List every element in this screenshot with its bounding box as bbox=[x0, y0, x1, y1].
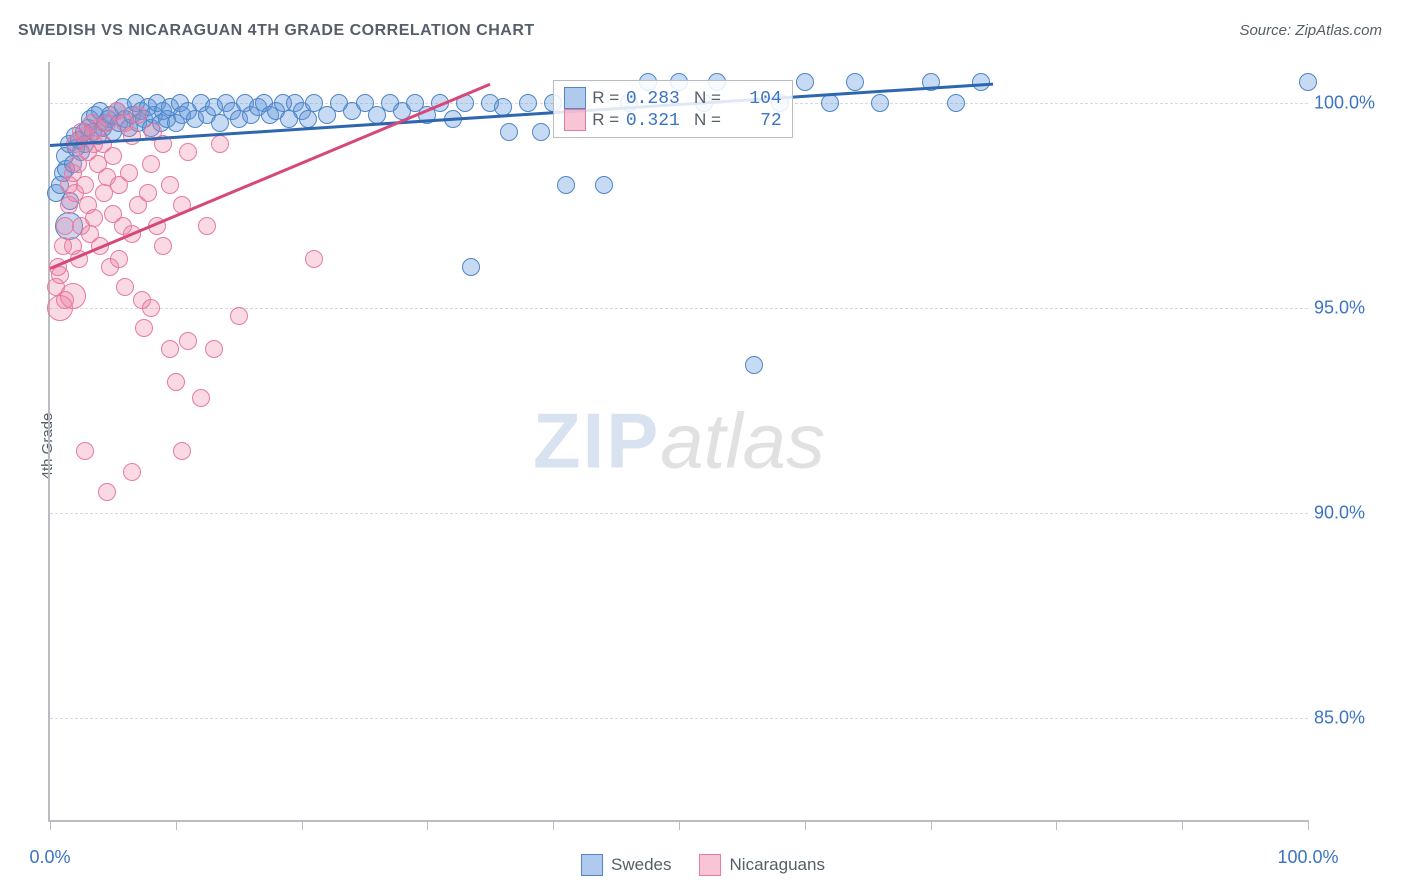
gridline-h bbox=[50, 718, 1308, 719]
source-label: Source: ZipAtlas.com bbox=[1239, 22, 1382, 39]
scatter-point bbox=[161, 340, 179, 358]
scatter-point bbox=[846, 73, 864, 91]
chart-container: SWEDISH VS NICARAGUAN 4TH GRADE CORRELAT… bbox=[0, 0, 1406, 892]
scatter-point bbox=[947, 94, 965, 112]
x-tick bbox=[427, 820, 428, 830]
scatter-point bbox=[129, 106, 147, 124]
scatter-point bbox=[98, 483, 116, 501]
scatter-point bbox=[167, 373, 185, 391]
x-tick bbox=[302, 820, 303, 830]
scatter-point bbox=[192, 389, 210, 407]
scatter-point bbox=[198, 217, 216, 235]
gridline-h bbox=[50, 513, 1308, 514]
scatter-point bbox=[532, 123, 550, 141]
watermark: ZIPatlas bbox=[533, 396, 825, 487]
scatter-point bbox=[120, 164, 138, 182]
x-tick bbox=[805, 820, 806, 830]
scatter-point bbox=[85, 209, 103, 227]
scatter-point bbox=[305, 250, 323, 268]
y-tick-label: 95.0% bbox=[1314, 297, 1404, 318]
scatter-point bbox=[1299, 73, 1317, 91]
scatter-point bbox=[60, 283, 86, 309]
legend-marker-icon bbox=[564, 109, 586, 131]
scatter-point bbox=[519, 94, 537, 112]
scatter-point bbox=[500, 123, 518, 141]
scatter-point bbox=[211, 135, 229, 153]
legend-label: Nicaraguans bbox=[730, 855, 825, 875]
scatter-point bbox=[139, 184, 157, 202]
legend-label: Swedes bbox=[611, 855, 671, 875]
scatter-point bbox=[745, 356, 763, 374]
scatter-point bbox=[123, 127, 141, 145]
scatter-point bbox=[299, 110, 317, 128]
x-tick bbox=[931, 820, 932, 830]
scatter-point bbox=[51, 266, 69, 284]
x-tick bbox=[50, 820, 51, 830]
scatter-point bbox=[179, 332, 197, 350]
scatter-point bbox=[116, 278, 134, 296]
legend-marker-icon bbox=[700, 854, 722, 876]
stats-legend-text: R = 0.283 N = 104 bbox=[592, 88, 781, 109]
stats-legend: R = 0.283 N = 104 R = 0.321 N = 72 bbox=[553, 80, 792, 138]
chart-title: SWEDISH VS NICARAGUAN 4TH GRADE CORRELAT… bbox=[18, 22, 535, 40]
scatter-point bbox=[76, 442, 94, 460]
bottom-legend-item: Swedes bbox=[581, 854, 671, 876]
scatter-point bbox=[56, 217, 74, 235]
scatter-point bbox=[76, 176, 94, 194]
scatter-point bbox=[110, 250, 128, 268]
scatter-point bbox=[205, 340, 223, 358]
stats-legend-row: R = 0.283 N = 104 bbox=[564, 87, 781, 109]
y-tick-label: 90.0% bbox=[1314, 502, 1404, 523]
stats-legend-text: R = 0.321 N = 72 bbox=[592, 110, 781, 131]
stats-legend-row: R = 0.321 N = 72 bbox=[564, 109, 781, 131]
scatter-point bbox=[462, 258, 480, 276]
scatter-point bbox=[142, 155, 160, 173]
y-tick-label: 85.0% bbox=[1314, 707, 1404, 728]
x-tick-label: 0.0% bbox=[29, 847, 70, 868]
watermark-zip: ZIP bbox=[533, 397, 660, 485]
bottom-legend: Swedes Nicaraguans bbox=[581, 854, 825, 876]
scatter-point bbox=[230, 307, 248, 325]
watermark-atlas: atlas bbox=[660, 397, 825, 485]
scatter-point bbox=[179, 143, 197, 161]
scatter-point bbox=[123, 463, 141, 481]
scatter-point bbox=[796, 73, 814, 91]
scatter-point bbox=[557, 176, 575, 194]
legend-marker-icon bbox=[564, 87, 586, 109]
scatter-point bbox=[135, 319, 153, 337]
x-tick bbox=[176, 820, 177, 830]
scatter-point bbox=[154, 237, 172, 255]
x-tick bbox=[1056, 820, 1057, 830]
scatter-point bbox=[104, 147, 122, 165]
x-tick bbox=[1308, 820, 1309, 830]
plot-area: ZIPatlas 85.0%90.0%95.0%100.0%0.0%100.0%… bbox=[48, 62, 1308, 822]
scatter-point bbox=[173, 442, 191, 460]
scatter-point bbox=[142, 299, 160, 317]
scatter-point bbox=[821, 94, 839, 112]
x-tick bbox=[679, 820, 680, 830]
bottom-legend-item: Nicaraguans bbox=[700, 854, 825, 876]
x-tick-label: 100.0% bbox=[1277, 847, 1338, 868]
x-tick bbox=[553, 820, 554, 830]
scatter-point bbox=[595, 176, 613, 194]
y-tick-label: 100.0% bbox=[1314, 92, 1404, 113]
legend-marker-icon bbox=[581, 854, 603, 876]
x-tick bbox=[1182, 820, 1183, 830]
scatter-point bbox=[871, 94, 889, 112]
scatter-point bbox=[161, 176, 179, 194]
